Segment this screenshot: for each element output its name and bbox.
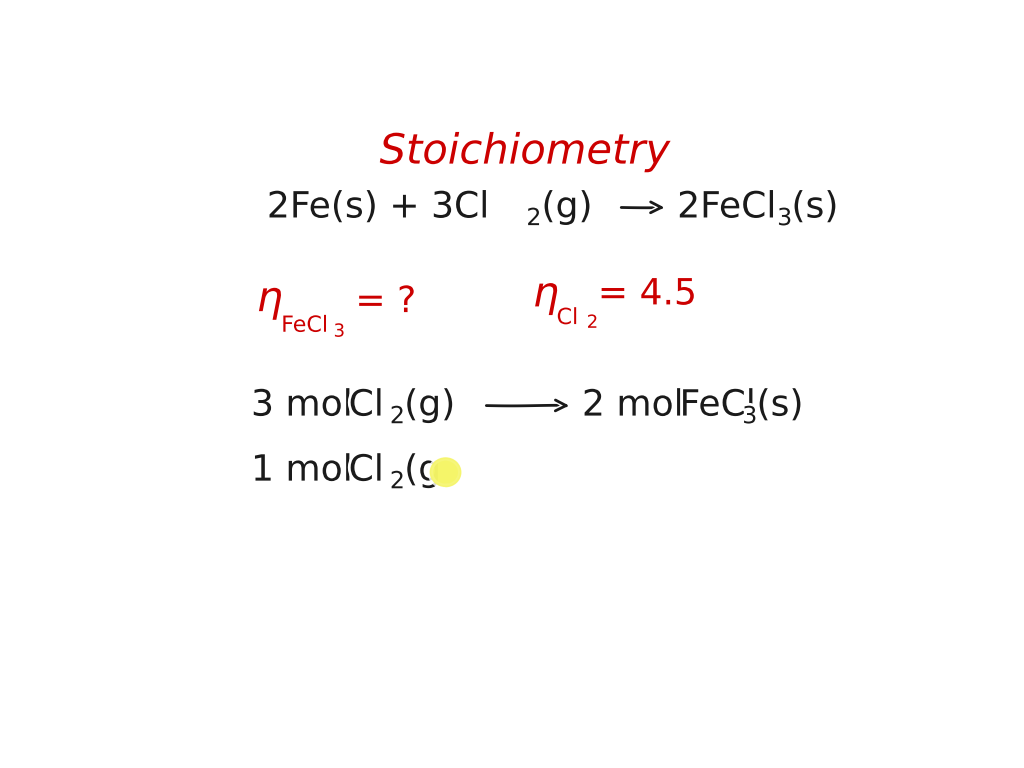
Text: 2Fe(s) + 3Cl: 2Fe(s) + 3Cl [267, 190, 489, 224]
Text: 2: 2 [526, 206, 542, 230]
Text: Cl: Cl [557, 308, 579, 328]
Text: Cl: Cl [348, 389, 384, 422]
Text: Stoichiometry: Stoichiometry [380, 131, 670, 173]
Text: 2: 2 [390, 404, 404, 429]
Text: 3: 3 [742, 404, 757, 429]
Text: (s): (s) [757, 389, 804, 422]
Text: = 4.5: = 4.5 [598, 277, 697, 311]
Text: 2: 2 [390, 469, 404, 493]
Text: = ?: = ? [344, 285, 417, 319]
Text: 3: 3 [334, 323, 345, 341]
Text: FeCl: FeCl [680, 389, 756, 422]
Text: (s): (s) [792, 190, 839, 224]
Text: 3 mol: 3 mol [251, 389, 352, 422]
Text: (g): (g) [404, 389, 456, 422]
Text: η: η [532, 273, 559, 316]
Text: (g): (g) [542, 190, 593, 224]
Text: FeCl: FeCl [282, 316, 328, 336]
Text: Cl: Cl [348, 454, 384, 488]
Text: 1 mol: 1 mol [251, 454, 352, 488]
Text: 2 mol: 2 mol [582, 389, 684, 422]
Text: 2: 2 [587, 314, 598, 332]
Text: η: η [257, 278, 283, 320]
Text: 2FeCl: 2FeCl [677, 190, 776, 224]
Text: 3: 3 [777, 206, 793, 230]
Text: (g: (g [404, 454, 441, 488]
Ellipse shape [430, 458, 461, 487]
